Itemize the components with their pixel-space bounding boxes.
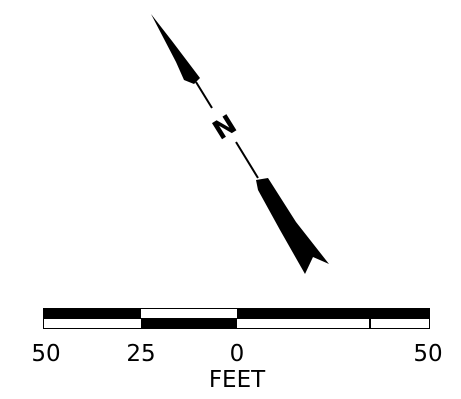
scale-segment-top-1 (44, 309, 141, 319)
scale-unit-label: FEET (209, 367, 266, 393)
scale-tick-label: 50 (413, 341, 442, 367)
scale-tick-label: 25 (126, 341, 155, 367)
scale-bar: 50 25 0 50 FEET (31, 308, 443, 393)
scale-segment-bottom-2 (141, 318, 237, 328)
scale-segment-bottom-4 (370, 318, 429, 328)
scale-segment-top-3 (237, 309, 370, 319)
scale-tick-label: 50 (31, 341, 60, 367)
south-arrow-tail-icon (256, 178, 329, 274)
north-arrow: N (151, 14, 329, 274)
scale-segment-bottom-1 (44, 318, 141, 328)
scale-segment-bottom-3 (237, 318, 370, 328)
scale-segment-top-4 (370, 309, 429, 319)
north-arrow-shaft (195, 81, 213, 109)
north-arrow-head-icon (151, 14, 200, 84)
north-label: N (208, 110, 242, 147)
scale-tick-label: 0 (230, 341, 245, 367)
north-arrow-shaft-lower (235, 141, 259, 179)
scale-segment-top-2 (141, 309, 237, 319)
